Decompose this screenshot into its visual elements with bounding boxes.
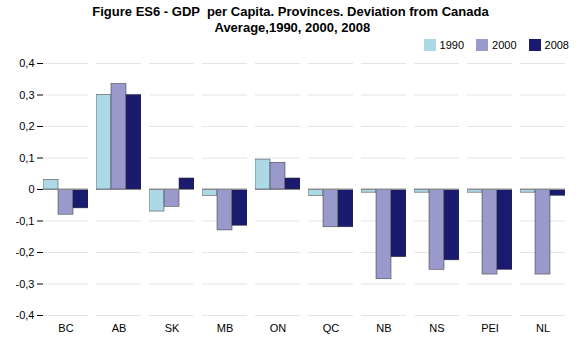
svg-text:ON: ON — [270, 322, 287, 334]
svg-text:-0,3: -0,3 — [16, 277, 35, 289]
html-text:1990: 1990 — [439, 38, 464, 51]
svg-text:0: 0 — [28, 183, 34, 195]
svg-text:0,3: 0,3 — [19, 88, 34, 100]
html-text:2000: 2000 — [492, 38, 517, 51]
svg-text:SK: SK — [165, 322, 180, 334]
svg-text:NL: NL — [536, 322, 550, 334]
svg-text:AB: AB — [112, 322, 127, 334]
svg-text:QC: QC — [323, 322, 340, 334]
svg-text:NS: NS — [429, 322, 444, 334]
html-text:Figure ES6 - GDP per Capita. P: Figure ES6 - GDP per Capita. Provinces. … — [92, 4, 489, 36]
svg-text:PEI: PEI — [481, 322, 499, 334]
svg-text:BC: BC — [58, 322, 73, 334]
html-text:2008: 2008 — [544, 38, 569, 51]
svg-text:-0,1: -0,1 — [16, 214, 35, 226]
svg-text:NB: NB — [376, 322, 391, 334]
svg-text:0,2: 0,2 — [19, 120, 34, 132]
svg-text:-0,4: -0,4 — [16, 309, 35, 321]
svg-text:0,1: 0,1 — [19, 151, 34, 163]
svg-text:0,4: 0,4 — [19, 57, 34, 69]
svg-text:-0,2: -0,2 — [16, 246, 35, 258]
svg-text:MB: MB — [217, 322, 234, 334]
